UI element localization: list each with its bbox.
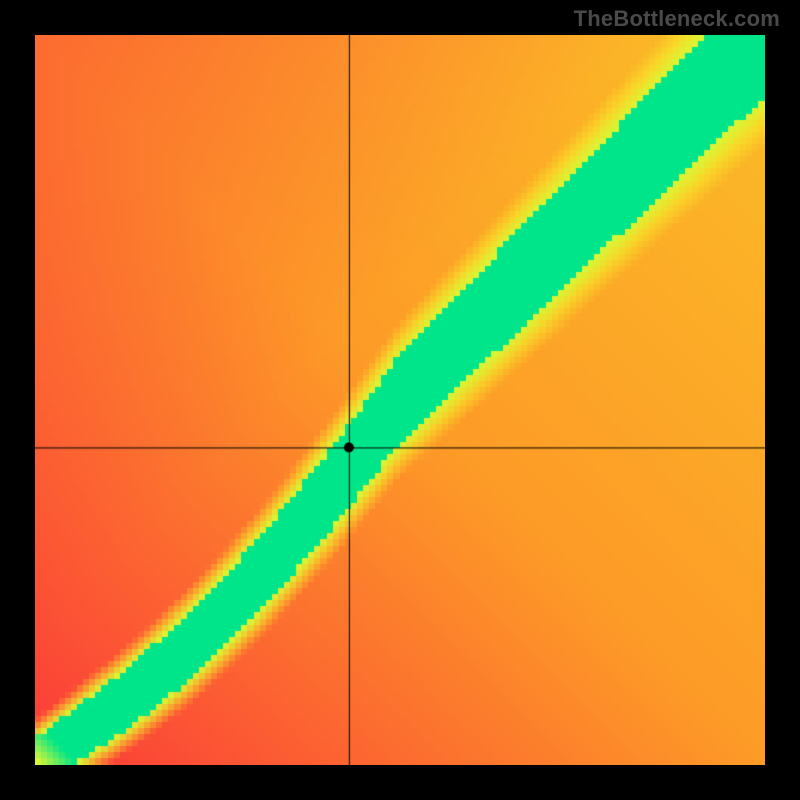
bottleneck-heatmap <box>35 35 765 765</box>
plot-area <box>35 35 765 765</box>
watermark-text: TheBottleneck.com <box>574 6 780 32</box>
chart-container: TheBottleneck.com <box>0 0 800 800</box>
